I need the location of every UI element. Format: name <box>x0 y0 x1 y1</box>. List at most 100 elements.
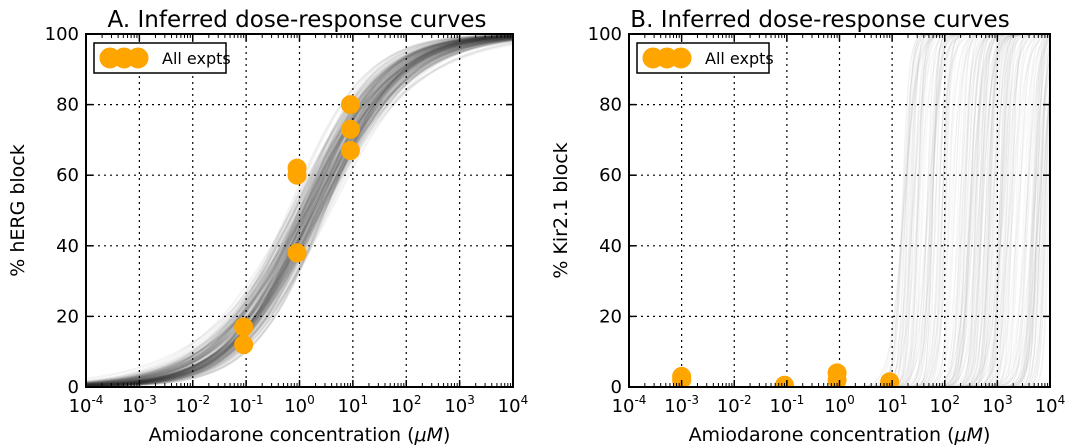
panel-b-dose-response-curve <box>629 34 1050 387</box>
panel-b-dose-response-curve <box>629 34 1050 387</box>
panel-a-dose-response-curve <box>86 38 513 385</box>
panel-a-dose-response-curve <box>86 37 513 385</box>
panel-a-dose-response-curve <box>86 34 513 387</box>
y-tick-label: 100 <box>588 24 622 45</box>
x-tick-label: 102 <box>929 393 960 417</box>
panel-a-dose-response-curve <box>86 35 513 387</box>
x-tick-label: 100 <box>284 393 315 417</box>
y-tick-label: 60 <box>599 165 622 186</box>
panel-a-dose-response-curve <box>86 35 513 387</box>
panel-a-dose-response-curve <box>86 36 513 387</box>
panel-a-dose-response-curve <box>86 37 513 385</box>
panel-a-dose-response-curve <box>86 35 513 387</box>
panel-a-dose-response-curve <box>86 34 513 386</box>
panel-a-dose-response-curve <box>86 38 513 385</box>
panel-b-dose-response-curve <box>629 34 1050 387</box>
panel-b-dose-response-curve <box>629 35 1050 387</box>
panel-a-data-point <box>287 165 307 185</box>
panel-a-dose-response-curve <box>86 43 513 380</box>
panel-b-dose-response-curve <box>629 34 1050 387</box>
panel-b-dose-response-curve <box>629 34 1050 387</box>
panel-b-dose-response-curve <box>629 34 1050 387</box>
y-tick-label: 20 <box>599 306 622 327</box>
panel-b-dose-response-curve <box>629 34 1050 387</box>
panel-b-dose-response-curve <box>629 34 1050 387</box>
panel-b-chart: B. Inferred dose-response curves 0 20 40 60… <box>550 7 1065 446</box>
panel-b-dose-response-curve <box>629 34 1050 387</box>
panel-b-dose-response-curve <box>629 34 1050 387</box>
panel-a-data-point <box>234 317 254 337</box>
panel-b-dose-response-curve <box>629 34 1050 387</box>
panel-a-dose-response-curve <box>86 35 513 387</box>
y-tick-label: 60 <box>56 165 79 186</box>
y-tick-label: 80 <box>599 95 622 116</box>
panel-b-dose-response-curve <box>629 34 1050 387</box>
panel-a-dose-response-curve <box>86 34 513 387</box>
panel-a-x-axis-label-suffix: ) <box>443 424 450 446</box>
panel-b-dose-response-curve <box>629 34 1050 387</box>
panel-b-dose-response-curve <box>629 34 1050 387</box>
panel-a-dose-response-curve <box>86 38 513 385</box>
panel-a-dose-response-curve <box>86 37 513 386</box>
panel-a-dose-response-curve <box>86 35 513 387</box>
y-tick-label: 80 <box>56 95 79 116</box>
panel-a-dose-response-curve <box>86 34 513 387</box>
panel-b-dose-response-curve <box>629 34 1050 387</box>
panel-a-data-point <box>340 140 360 160</box>
panel-b-dose-response-curve <box>629 34 1050 387</box>
panel-b-dose-response-curve <box>629 34 1050 387</box>
panel-a-dose-response-curve <box>86 34 513 387</box>
panel-a-dose-response-curve <box>86 34 513 387</box>
panel-a-dose-response-curve <box>86 35 513 385</box>
panel-a-dose-response-curve <box>86 35 513 387</box>
panel-b-dose-response-curve <box>629 34 1050 387</box>
panel-a-dose-response-curve <box>86 35 513 386</box>
panel-a-dose-response-curve <box>86 37 513 387</box>
panel-b-legend-markers <box>642 47 692 69</box>
panel-a-dose-response-curve <box>86 39 513 384</box>
panel-b-dose-response-curve <box>629 36 1050 387</box>
legend-marker <box>127 47 149 69</box>
panel-a-chart: A. Inferred dose-response curves 0 20 40 60… <box>7 7 528 446</box>
x-tick-label: 10-4 <box>69 393 104 417</box>
panel-b-dose-response-curve <box>629 34 1050 387</box>
panel-a-dose-response-curve <box>86 35 513 387</box>
panel-b-dose-response-curve <box>629 34 1050 387</box>
panel-b-dose-response-curve <box>629 34 1050 387</box>
panel-a-dose-response-curve <box>86 34 513 387</box>
panel-b-y-axis-label: % Kir2.1 block <box>550 142 572 278</box>
x-tick-label: 104 <box>1035 393 1066 417</box>
panel-b-dose-response-curve <box>629 34 1050 387</box>
panel-a-legend-label: All expts <box>162 49 231 68</box>
legend-marker <box>670 47 692 69</box>
panel-b-dose-response-curve <box>629 34 1050 387</box>
panel-a-dose-response-curve <box>86 34 513 387</box>
panel-a-dose-response-curve <box>86 34 513 387</box>
panel-a-title: A. Inferred dose-response curves <box>108 7 487 33</box>
panel-a-dose-response-curve <box>86 34 513 387</box>
panel-a-dose-response-curve <box>86 38 513 384</box>
panel-b-dose-response-curve <box>629 34 1050 387</box>
panel-b-dose-response-curve <box>629 34 1050 387</box>
panel-a-dose-response-curve <box>86 34 513 387</box>
panel-a-dose-response-curve <box>86 35 513 386</box>
x-tick-label: 103 <box>444 393 475 417</box>
panel-a-curves <box>86 34 513 387</box>
panel-b-data-point <box>672 370 692 387</box>
panel-b-dose-response-curve <box>629 34 1050 387</box>
x-tick-label: 101 <box>877 393 908 417</box>
panel-b-dose-response-curve <box>629 34 1050 387</box>
panel-b-dose-response-curve <box>629 34 1050 387</box>
panel-a-points <box>234 95 360 355</box>
y-tick-label: 40 <box>599 236 622 257</box>
panel-a-dose-response-curve <box>86 34 513 387</box>
y-tick-label: 40 <box>56 236 79 257</box>
panel-a-dose-response-curve <box>86 37 513 384</box>
panel-b-dose-response-curve <box>629 34 1050 387</box>
panel-b-dose-response-curve <box>629 34 1050 387</box>
panel-a-dose-response-curve <box>86 36 513 387</box>
panel-a-data-point <box>234 335 254 355</box>
panel-b-dose-response-curve <box>629 34 1050 387</box>
panel-a-data-point <box>340 119 360 139</box>
